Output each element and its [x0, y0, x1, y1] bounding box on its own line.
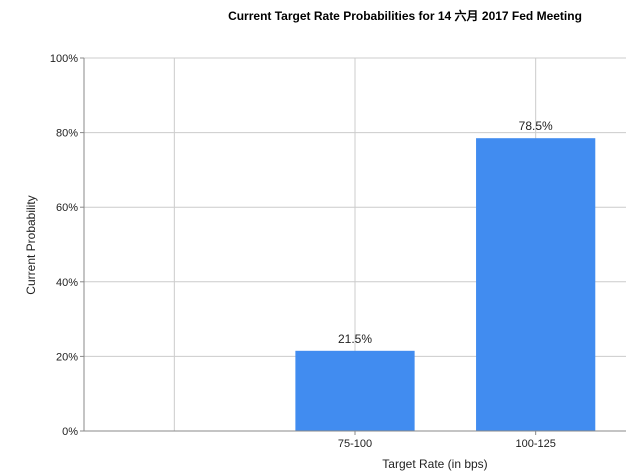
axes — [80, 57, 626, 435]
y-axis-label: Current Probability — [24, 195, 38, 294]
y-tick-label: 80% — [56, 128, 78, 140]
bar-75-100 — [295, 350, 415, 431]
bars — [295, 138, 596, 431]
y-tick-label: 100% — [50, 53, 78, 65]
x-tick-label: 100-125 — [515, 438, 555, 450]
x-tick-labels: 75-100 100-125 — [338, 438, 556, 450]
chart-title: Current Target Rate Probabilities for 14… — [228, 8, 582, 23]
y-tick-label: 20% — [56, 351, 78, 363]
y-tick-label: 60% — [56, 202, 78, 214]
x-axis-label: Target Rate (in bps) — [382, 457, 487, 471]
data-label: 21.5% — [338, 332, 372, 346]
y-tick-label: 40% — [56, 277, 78, 289]
x-tick-label: 75-100 — [338, 438, 372, 450]
data-label: 78.5% — [519, 119, 553, 133]
y-tick-labels: 0% 20% 40% 60% 80% 100% — [50, 53, 78, 438]
y-tick-label: 0% — [62, 426, 78, 438]
data-labels: 21.5% 78.5% — [338, 119, 553, 346]
bar-100-125 — [476, 138, 596, 431]
